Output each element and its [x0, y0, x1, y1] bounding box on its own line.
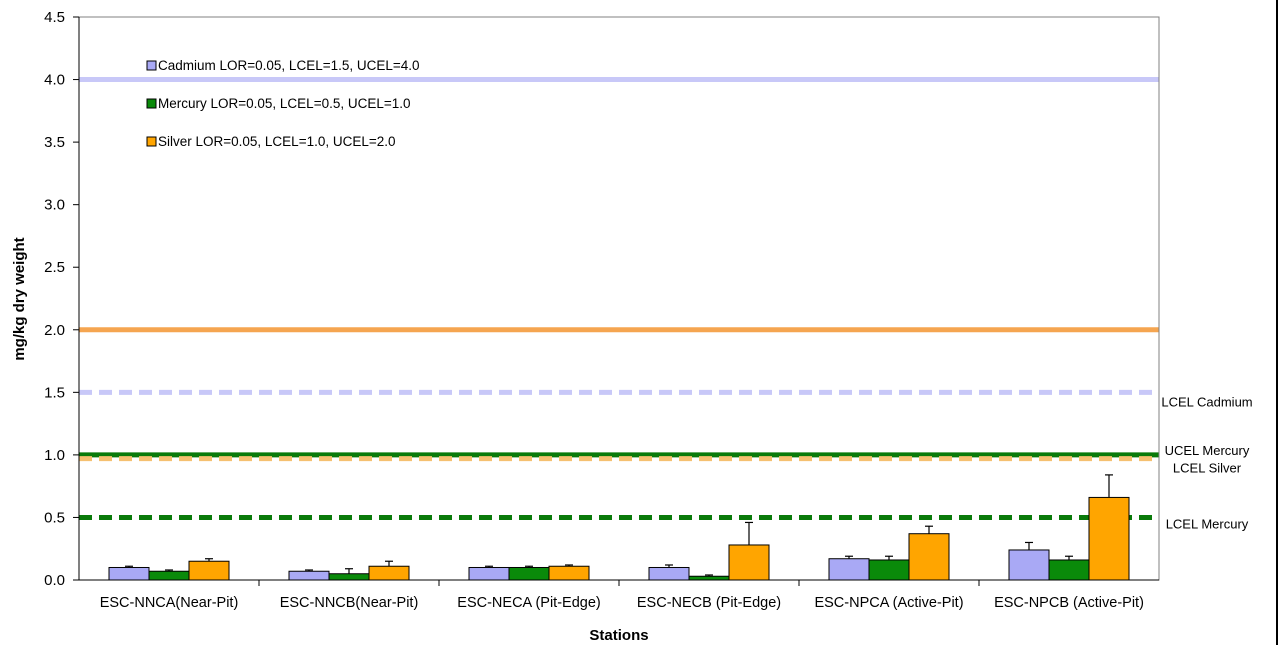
y-tick-label: 4.0: [44, 72, 65, 89]
bar: [548, 565, 590, 581]
reference-lines: [79, 77, 1159, 520]
category-label: ESC-NNCB(Near-Pit): [280, 595, 419, 611]
category-label: ESC-NECA (Pit-Edge): [457, 595, 600, 611]
bar: [508, 566, 550, 581]
y-tick-label: 1.0: [44, 447, 65, 464]
bar: [648, 566, 690, 581]
x-axis-title: Stations: [589, 627, 648, 644]
frame-edge: [1276, 0, 1278, 645]
bar: [688, 575, 730, 581]
bar: [328, 573, 370, 581]
bar: [368, 565, 410, 581]
bar: [908, 533, 950, 581]
legend-label: Cadmium LOR=0.05, LCEL=1.5, UCEL=4.0: [158, 58, 420, 73]
bar: [828, 558, 870, 581]
x-categories: ESC-NNCA(Near-Pit) ESC-NNCB(Near-Pit) ESC-…: [100, 595, 1144, 611]
reference-label: LCEL Cadmium: [1161, 394, 1252, 409]
y-axis-title: mg/kg dry weight: [11, 237, 28, 360]
y-ticks: 0.0 0.5 1.0 1.5 2.0 2.5 3.0 3.5 4.0 4.5: [44, 9, 79, 589]
bar: [1048, 559, 1090, 581]
bar: [1088, 496, 1130, 581]
bar: [288, 570, 330, 581]
bar: [868, 559, 910, 581]
reference-label: UCEL Mercury: [1165, 443, 1250, 458]
y-tick-label: 0.5: [44, 509, 65, 526]
reference-label: LCEL Mercury: [1166, 516, 1249, 531]
reference-label: LCEL Silver: [1173, 461, 1242, 476]
category-label: ESC-NPCB (Active-Pit): [994, 595, 1144, 611]
y-tick-label: 4.5: [44, 9, 65, 26]
category-label: ESC-NNCA(Near-Pit): [100, 595, 239, 611]
y-tick-label: 2.0: [44, 322, 65, 339]
reference-labels: LCEL Cadmium UCEL Mercury LCEL Silver LCEL …: [1161, 394, 1252, 531]
bar: [188, 560, 230, 581]
bar: [468, 566, 510, 581]
bar: [1008, 549, 1050, 581]
y-tick-label: 3.0: [44, 197, 65, 214]
axes: [78, 16, 1160, 586]
bars: [108, 474, 1130, 581]
category-label: ESC-NECB (Pit-Edge): [637, 595, 781, 611]
category-label: ESC-NPCA (Active-Pit): [814, 595, 963, 611]
legend-swatch: [146, 98, 157, 109]
legend-swatch: [146, 136, 157, 147]
legend-label: Silver LOR=0.05, LCEL=1.0, UCEL=2.0: [158, 134, 396, 149]
y-tick-label: 3.5: [44, 134, 65, 151]
legend-label: Mercury LOR=0.05, LCEL=0.5, UCEL=1.0: [158, 96, 411, 111]
bar: [728, 544, 770, 581]
legend-swatch: [146, 60, 157, 71]
bar: [148, 570, 190, 581]
y-tick-label: 1.5: [44, 384, 65, 401]
legend: Cadmium LOR=0.05, LCEL=1.5, UCEL=4.0 Merc…: [146, 58, 420, 149]
bar: [108, 566, 150, 581]
y-tick-label: 0.0: [44, 572, 65, 589]
y-tick-label: 2.5: [44, 259, 65, 276]
